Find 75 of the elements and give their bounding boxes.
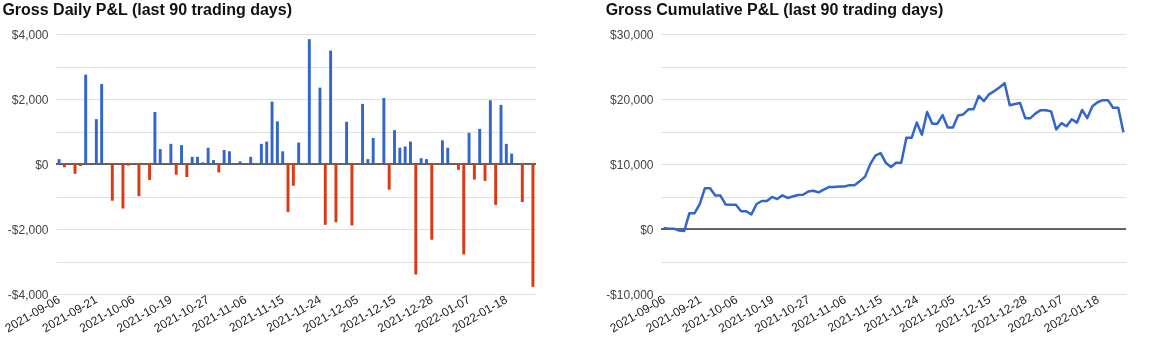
bar [510,153,514,164]
bar [504,143,508,164]
bar [265,141,269,164]
y-tick-label: $10,000 [610,157,654,172]
bar [100,84,104,164]
bar [334,164,338,223]
bar [249,156,253,164]
bar [350,164,354,226]
chart-title: Gross Daily P&L (last 90 trading days) [2,1,292,18]
bar [174,164,178,175]
bar [84,74,88,164]
bar [414,164,418,275]
bar [270,101,274,164]
bar [520,164,524,203]
bar [382,98,386,164]
bar [196,156,199,164]
bar [238,161,242,164]
bar [456,164,460,170]
y-tick-label: $30,000 [610,27,654,42]
bar [307,39,311,164]
bar [318,87,322,164]
bar [222,150,226,164]
y-tick-label: $20,000 [610,92,654,107]
bar [488,100,492,164]
bar [409,141,412,164]
bar [393,130,396,164]
bar [467,132,471,164]
bar [62,164,66,168]
bar [190,156,194,164]
bar [259,143,263,164]
bar [275,121,279,164]
bar [440,140,444,164]
bar [180,145,183,164]
bar [169,143,173,164]
bar [148,164,152,180]
bar [281,151,285,164]
bar [121,164,125,209]
y-tick-label: $0 [640,222,654,237]
bar [531,164,535,287]
bar [158,149,162,164]
bar [462,164,466,255]
bar [57,159,61,164]
bar [419,158,423,164]
bar [366,159,370,164]
y-tick-label: -$2,000 [7,222,49,237]
bar [424,159,428,164]
bar [137,164,141,197]
bar [371,138,375,164]
bar [329,50,333,164]
y-tick-label: $0 [35,157,49,172]
bar [472,164,476,180]
bar [227,151,231,164]
bar [478,128,482,164]
chart-title: Gross Cumulative P&L (last 90 trading days) [605,1,944,18]
bar [387,164,391,190]
bar [446,147,450,164]
bar [361,103,365,164]
bar [153,112,157,164]
y-tick-label: $2,000 [11,92,49,107]
bar [206,147,210,164]
bar [345,121,349,164]
line-series [662,81,1125,233]
bar [217,164,221,173]
bar [494,164,498,205]
y-tick-label: $4,000 [11,27,49,42]
bar [212,160,215,164]
bar [323,164,327,225]
bar [110,164,114,201]
bar [398,147,402,164]
bar [94,119,98,164]
bar [185,164,189,177]
bar [403,146,407,164]
bar [291,164,295,186]
bar [430,164,434,240]
bar [297,142,301,164]
